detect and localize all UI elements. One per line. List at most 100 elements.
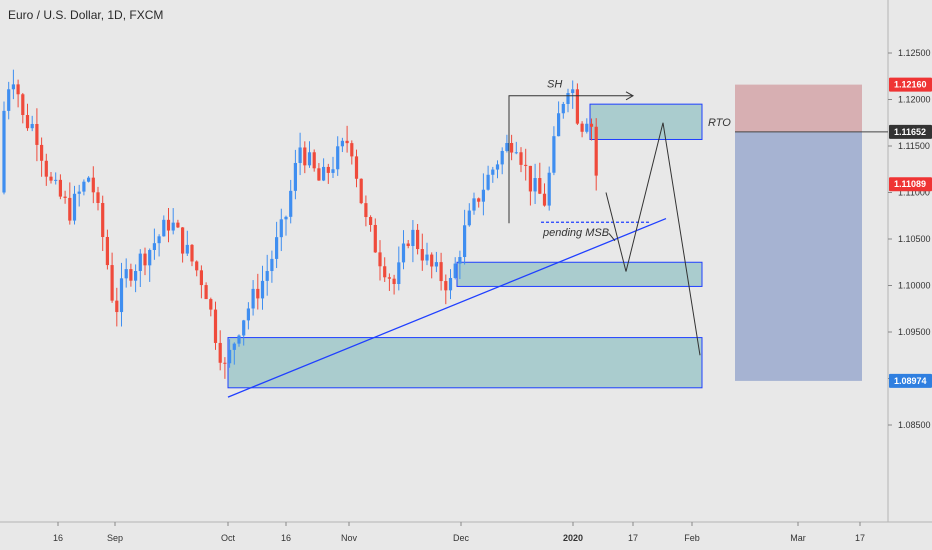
candle-body <box>157 236 161 244</box>
price-badge-label: 1.11652 <box>894 127 926 137</box>
candle-body <box>491 169 495 175</box>
candle-body <box>260 280 265 299</box>
candle-body <box>387 277 391 279</box>
chart-title: Euro / U.S. Dollar, 1D, FXCM <box>8 8 164 22</box>
candle-body <box>138 253 142 271</box>
candle-body <box>510 143 514 153</box>
candle-body <box>298 147 302 163</box>
candle-body <box>557 113 561 137</box>
projection-path <box>605 122 701 356</box>
y-tick-label: 1.10500 <box>898 234 931 244</box>
candle-body <box>246 308 250 321</box>
candle-body <box>373 224 377 253</box>
x-tick-label: 16 <box>53 533 63 543</box>
candle-body <box>505 143 509 151</box>
candle-body <box>566 93 570 104</box>
candle-body <box>401 243 406 263</box>
x-tick-label: 16 <box>281 533 291 543</box>
candle-body <box>21 94 25 116</box>
price-badge-label: 1.08974 <box>894 376 927 386</box>
candle-body <box>585 123 589 132</box>
price-badge <box>889 124 932 139</box>
annotation-sh: SH <box>547 78 562 90</box>
trendline <box>227 217 667 398</box>
candle-body <box>524 164 528 166</box>
sh-line <box>508 95 632 224</box>
candle-body <box>397 262 401 285</box>
candle-body <box>148 250 152 266</box>
candle-body <box>7 89 11 111</box>
candle-body <box>284 216 288 220</box>
candle-body <box>538 178 542 194</box>
candle-body <box>406 243 410 247</box>
y-tick-label: 1.10000 <box>898 281 931 291</box>
candle-body <box>265 271 269 281</box>
candle-body <box>350 143 354 157</box>
candle-body <box>378 252 382 267</box>
price-badge <box>889 373 932 388</box>
candle-body <box>58 179 62 197</box>
candle-body <box>91 177 95 193</box>
x-tick-label: 2020 <box>563 533 583 543</box>
candle-body <box>552 136 556 173</box>
candle-body <box>30 123 34 129</box>
candle-body <box>411 229 415 247</box>
candle-body <box>279 219 283 238</box>
candle-body <box>383 266 387 278</box>
candle-body <box>195 261 199 271</box>
candle-body <box>331 169 335 173</box>
projection-connector <box>608 233 616 242</box>
candle-body <box>129 269 133 281</box>
x-tick-label: Mar <box>790 533 806 543</box>
candle-body <box>444 281 448 291</box>
candle-body <box>105 236 109 266</box>
candle-body <box>458 257 462 264</box>
candle-body <box>176 222 180 228</box>
candle-body <box>514 152 518 154</box>
candle-body <box>242 320 246 336</box>
candle-body <box>500 150 504 165</box>
candle-body <box>326 166 330 173</box>
candle-body <box>40 144 44 161</box>
candle-body <box>317 168 321 181</box>
candle-body <box>354 156 359 179</box>
y-tick-label: 1.11000 <box>898 188 930 198</box>
candle-body <box>199 270 203 286</box>
candle-body <box>44 160 48 177</box>
candle-body <box>467 210 471 226</box>
x-tick-label: Dec <box>453 533 470 543</box>
candle-body <box>115 300 119 313</box>
y-tick-label: 1.08500 <box>898 420 931 430</box>
price-badge <box>889 77 932 92</box>
candle-body <box>589 123 594 127</box>
candle-body <box>218 342 222 363</box>
candle-body <box>82 181 86 192</box>
candle-body <box>209 299 213 310</box>
candle-body <box>152 243 156 251</box>
candle-body <box>359 178 363 204</box>
x-tick-label: Sep <box>107 533 123 543</box>
profit-zone <box>735 131 862 381</box>
candle-body <box>571 89 575 94</box>
candle-body <box>143 253 147 266</box>
candle-body <box>519 152 523 165</box>
candle-body <box>453 263 457 278</box>
candle-body <box>533 178 537 192</box>
x-tick-label: Oct <box>221 533 236 543</box>
candle-body <box>364 203 368 218</box>
candle-body <box>594 126 598 176</box>
candle-body <box>528 165 532 192</box>
candle-body <box>256 288 260 299</box>
x-tick-label: 17 <box>855 533 865 543</box>
candle-body <box>237 335 241 344</box>
candle-body <box>312 152 316 169</box>
candle-body <box>340 140 344 147</box>
candle-body <box>307 152 312 166</box>
candle-body <box>16 84 20 95</box>
y-tick-label: 1.12000 <box>898 95 931 105</box>
candle-body <box>580 123 584 132</box>
candle-body <box>477 198 481 202</box>
candle-body <box>124 269 128 279</box>
price-badge <box>889 177 932 192</box>
